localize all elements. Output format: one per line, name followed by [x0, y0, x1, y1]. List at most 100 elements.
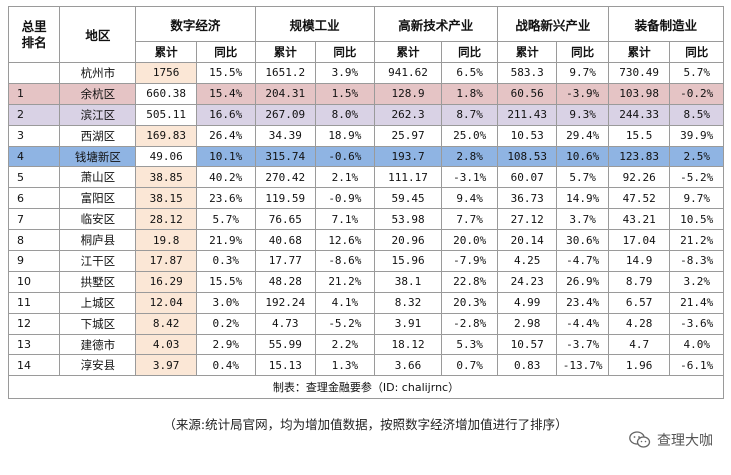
yoy-cell: 3.9% — [315, 62, 375, 84]
cumulative-cell: 583.3 — [496, 62, 558, 84]
yoy-cell: 16.6% — [195, 103, 256, 126]
watermark: 查理大咖 — [629, 430, 713, 450]
yoy-cell: -4.4% — [556, 312, 609, 335]
yoy-cell: 25.0% — [441, 124, 498, 147]
yoy-cell: 15.5% — [195, 270, 256, 293]
cumulative-subheader: 累计 — [373, 41, 443, 63]
yoy-cell: -7.9% — [441, 250, 498, 272]
yoy-cell: 9.7% — [669, 187, 724, 210]
category-header: 战略新兴产业 — [496, 6, 609, 42]
yoy-cell: 21.9% — [195, 229, 256, 252]
cumulative-cell: 14.9 — [607, 250, 671, 272]
yoy-cell: 12.6% — [315, 229, 375, 252]
cumulative-cell: 6.57 — [607, 291, 671, 314]
region-cell: 上城区 — [59, 291, 137, 314]
rank-cell: 7 — [7, 208, 61, 231]
table-row: 5 萧山区 38.85 40.2% 270.42 2.1% 111.17 -3.1% 60.07… — [7, 166, 724, 189]
cumulative-cell: 27.12 — [496, 208, 558, 231]
table-row: 1 余杭区 660.38 15.4% 204.31 1.5% 128.9 1.8% 60.56-… — [7, 82, 724, 105]
yoy-cell: 26.4% — [195, 124, 256, 147]
cumulative-cell: 4.03 — [135, 333, 197, 356]
rank-cell: 2 — [7, 103, 61, 126]
yoy-cell: 21.2% — [669, 229, 724, 252]
yoy-cell: 9.4% — [441, 187, 498, 210]
cumulative-cell: 48.28 — [254, 270, 317, 293]
cumulative-cell: 49.06 — [135, 145, 197, 168]
yoy-cell: 3.0% — [195, 291, 256, 314]
cumulative-cell: 3.66 — [373, 354, 443, 377]
yoy-subheader: 同比 — [441, 41, 498, 63]
category-header: 规模工业 — [254, 6, 375, 42]
rank-cell: 4 — [7, 145, 61, 168]
yoy-cell: 8.7% — [441, 103, 498, 126]
yoy-cell: -5.2% — [669, 166, 724, 189]
cumulative-cell: 17.87 — [135, 250, 197, 272]
cumulative-cell: 192.24 — [254, 291, 317, 314]
yoy-cell: 30.6% — [556, 229, 609, 252]
rank-cell: 10 — [7, 270, 61, 293]
yoy-cell: -2.8% — [441, 312, 498, 335]
cumulative-cell: 17.04 — [607, 229, 671, 252]
cumulative-cell: 92.26 — [607, 166, 671, 189]
rank-cell: 11 — [7, 291, 61, 314]
yoy-cell: 21.4% — [669, 291, 724, 314]
yoy-cell: -5.2% — [315, 312, 375, 335]
table-row: 11 上城区 12.04 3.0% 192.24 4.1% 8.32 20.3% 4.99 23.… — [7, 291, 724, 314]
yoy-cell: 9.3% — [556, 103, 609, 126]
cumulative-cell: 76.65 — [254, 208, 317, 231]
yoy-cell: 2.5% — [669, 145, 724, 168]
yoy-cell: 0.3% — [195, 250, 256, 272]
cumulative-subheader: 累计 — [254, 41, 317, 63]
cumulative-cell: 36.73 — [496, 187, 558, 210]
yoy-cell: 8.5% — [669, 103, 724, 126]
cumulative-cell: 47.52 — [607, 187, 671, 210]
cumulative-cell: 40.68 — [254, 229, 317, 252]
yoy-cell: 21.2% — [315, 270, 375, 293]
rank-cell — [7, 62, 61, 84]
region-cell: 杭州市 — [59, 62, 137, 84]
region-cell: 拱墅区 — [59, 270, 137, 293]
yoy-cell: 26.9% — [556, 270, 609, 293]
cumulative-cell: 315.74 — [254, 145, 317, 168]
cumulative-cell: 10.53 — [496, 124, 558, 147]
table-row: 3 西湖区 169.83 26.4% 34.39 18.9% 25.97 25.0% 10.53… — [7, 124, 724, 147]
cumulative-cell: 8.79 — [607, 270, 671, 293]
yoy-cell: -4.7% — [556, 250, 609, 272]
cumulative-cell: 211.43 — [496, 103, 558, 126]
yoy-subheader: 同比 — [195, 41, 256, 63]
category-header: 数字经济 — [135, 6, 256, 42]
yoy-cell: -0.6% — [315, 145, 375, 168]
cumulative-cell: 12.04 — [135, 291, 197, 314]
cumulative-cell: 43.21 — [607, 208, 671, 231]
yoy-cell: 9.7% — [556, 62, 609, 84]
region-cell: 淳安县 — [59, 354, 137, 377]
cumulative-cell: 3.91 — [373, 312, 443, 335]
yoy-cell: 14.9% — [556, 187, 609, 210]
cumulative-cell: 60.07 — [496, 166, 558, 189]
yoy-cell: 1.8% — [441, 82, 498, 105]
rank-cell: 6 — [7, 187, 61, 210]
yoy-cell: -0.9% — [315, 187, 375, 210]
cumulative-cell: 34.39 — [254, 124, 317, 147]
region-cell: 临安区 — [59, 208, 137, 231]
table-row: 14 淳安县 3.97 0.4% 15.13 1.3% 3.66 0.7% 0.83 -13.7%… — [7, 354, 724, 377]
rank-cell: 1 — [7, 82, 61, 105]
yoy-cell: 8.0% — [315, 103, 375, 126]
region-cell: 江干区 — [59, 250, 137, 272]
yoy-cell: 5.7% — [669, 62, 724, 84]
yoy-cell: 0.4% — [195, 354, 256, 377]
cumulative-cell: 108.53 — [496, 145, 558, 168]
yoy-cell: 15.5% — [195, 62, 256, 84]
region-header: 地区 — [59, 6, 137, 63]
rank-cell: 13 — [7, 333, 61, 356]
region-cell: 富阳区 — [59, 187, 137, 210]
cumulative-cell: 244.33 — [607, 103, 671, 126]
yoy-cell: 15.4% — [195, 82, 256, 105]
economy-ranking-table: 总里 排名 地区 数字经济 规模工业 高新技术产业 战略新兴产业 装备制造业 累… — [7, 6, 725, 400]
yoy-cell: 7.1% — [315, 208, 375, 231]
cumulative-cell: 16.29 — [135, 270, 197, 293]
cumulative-cell: 3.97 — [135, 354, 197, 377]
cumulative-cell: 267.09 — [254, 103, 317, 126]
table-footer: 制表：查理金融要参（ID: chalijrnc） — [8, 375, 724, 400]
table-row: 13 建德市 4.03 2.9% 55.99 2.2% 18.12 5.3% 10.57 -3.7… — [7, 333, 724, 356]
